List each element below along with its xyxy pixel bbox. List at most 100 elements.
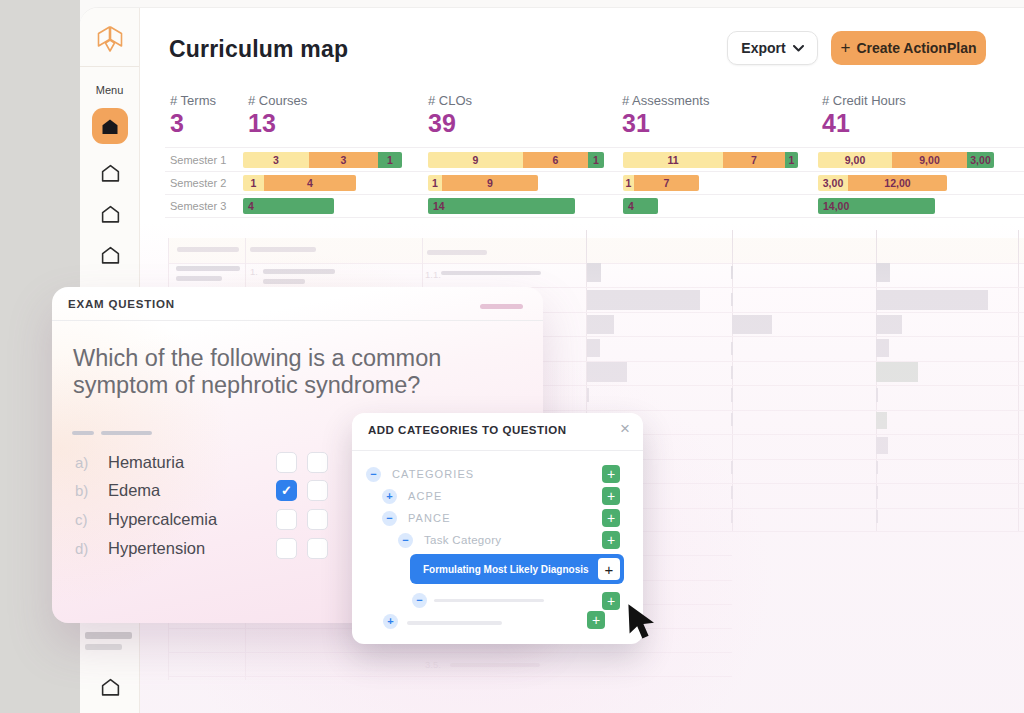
bar-segment: 3,00 bbox=[967, 152, 994, 168]
sidebar-item-2[interactable] bbox=[99, 162, 121, 183]
semester-row-label: Semester 2 bbox=[170, 177, 226, 189]
add-category-button[interactable]: + bbox=[602, 487, 620, 505]
option-text: Hematuria bbox=[108, 453, 184, 472]
stat-label: # Assessments bbox=[622, 93, 709, 108]
placeholder-bar bbox=[407, 621, 502, 625]
stat-courses: # Courses13 bbox=[248, 93, 307, 138]
table-placeholder bbox=[587, 290, 700, 310]
close-icon[interactable]: × bbox=[620, 419, 630, 439]
option-text: Hypertension bbox=[108, 539, 205, 558]
option-checkbox-2[interactable] bbox=[307, 452, 328, 473]
add-category-button[interactable]: + bbox=[587, 611, 605, 629]
sidebar-item-4[interactable] bbox=[99, 244, 121, 265]
expand-icon[interactable]: + bbox=[383, 614, 398, 629]
add-category-button[interactable]: + bbox=[602, 592, 620, 610]
page-title: Curriculum map bbox=[169, 36, 348, 63]
bar-segment: 1 bbox=[428, 175, 442, 191]
bar-group: 19 bbox=[428, 175, 538, 191]
row-divider bbox=[165, 171, 1024, 172]
menu-label: Menu bbox=[80, 84, 139, 96]
export-label: Export bbox=[741, 40, 785, 56]
bar-group: 17 bbox=[623, 175, 699, 191]
table-placeholder bbox=[876, 388, 878, 402]
option-checkbox-2[interactable] bbox=[307, 480, 328, 501]
sidebar-item-3[interactable] bbox=[99, 203, 121, 224]
create-actionplan-button[interactable]: + Create ActionPlan bbox=[831, 31, 986, 65]
add-category-button[interactable]: + bbox=[602, 465, 620, 483]
table-row-number: 3.5. bbox=[425, 659, 441, 670]
bar-segment: 4 bbox=[264, 175, 356, 191]
table-placeholder bbox=[177, 247, 239, 252]
option-text: Edema bbox=[108, 481, 160, 500]
export-button[interactable]: Export bbox=[727, 31, 818, 65]
bar-segment: 9,00 bbox=[892, 152, 967, 168]
stat-label: # Courses bbox=[248, 93, 307, 108]
option-checkbox-1[interactable] bbox=[276, 538, 297, 559]
tree-node-label[interactable]: PANCE bbox=[408, 512, 451, 524]
table-placeholder bbox=[876, 437, 888, 454]
table-placeholder bbox=[731, 342, 733, 355]
app-logo-icon bbox=[96, 24, 124, 58]
row-divider bbox=[165, 217, 1024, 218]
bar-segment: 1 bbox=[588, 152, 604, 168]
collapse-icon[interactable]: − bbox=[412, 593, 427, 608]
table-placeholder bbox=[876, 510, 878, 523]
collapse-icon[interactable]: − bbox=[382, 511, 397, 526]
tree-node-label[interactable]: ACPE bbox=[408, 490, 442, 502]
selected-category-button[interactable]: Formulating Most Likely Diagnosis + bbox=[410, 554, 624, 584]
bar-segment: 7 bbox=[634, 175, 699, 191]
add-category-button[interactable]: + bbox=[602, 531, 620, 549]
bar-segment: 1 bbox=[378, 152, 402, 168]
option-checkbox-2[interactable] bbox=[307, 538, 328, 559]
option-checkbox-1[interactable]: ✓ bbox=[276, 480, 297, 501]
tree-node-label[interactable]: CATEGORIES bbox=[392, 468, 474, 480]
table-placeholder bbox=[876, 263, 890, 282]
option-checkbox-1[interactable] bbox=[276, 509, 297, 530]
mouse-cursor bbox=[626, 603, 663, 647]
home-icon bbox=[100, 204, 121, 224]
bar-segment: 7 bbox=[723, 152, 785, 168]
table-row-number: 1. bbox=[250, 266, 258, 277]
option-letter: a) bbox=[75, 454, 88, 471]
row-divider bbox=[165, 194, 1024, 195]
add-icon[interactable]: + bbox=[598, 558, 620, 580]
stat-clos: # CLOs39 bbox=[428, 93, 472, 138]
table-placeholder bbox=[731, 510, 733, 523]
collapse-icon[interactable]: − bbox=[366, 467, 381, 482]
bar-segment: 4 bbox=[243, 198, 334, 214]
table-placeholder bbox=[427, 250, 487, 255]
table-placeholder bbox=[250, 247, 316, 252]
collapse-icon[interactable]: − bbox=[398, 533, 413, 548]
table-placeholder bbox=[263, 269, 335, 274]
table-placeholder bbox=[876, 315, 902, 334]
sidebar-item-bottom[interactable] bbox=[99, 676, 121, 697]
create-actionplan-label: Create ActionPlan bbox=[856, 40, 976, 56]
bar-segment: 1 bbox=[243, 175, 264, 191]
table-placeholder bbox=[731, 266, 733, 279]
option-text: Hypercalcemia bbox=[108, 510, 217, 529]
bar-group: 331 bbox=[243, 152, 402, 168]
bar-group: 3,0012,00 bbox=[818, 175, 947, 191]
semester-row-label: Semester 1 bbox=[170, 154, 226, 166]
add-category-button[interactable]: + bbox=[602, 509, 620, 527]
table-placeholder bbox=[731, 461, 733, 474]
sidebar-divider bbox=[80, 66, 139, 67]
bar-group: 1171 bbox=[623, 152, 798, 168]
stat-value: 31 bbox=[622, 109, 709, 138]
bar-segment: 4 bbox=[623, 198, 658, 214]
sidebar-item-home-active[interactable] bbox=[92, 108, 128, 144]
option-checkbox-2[interactable] bbox=[307, 509, 328, 530]
option-checkbox-1[interactable] bbox=[276, 452, 297, 473]
sidebar-placeholder-bar bbox=[85, 632, 132, 639]
bar-segment: 12,00 bbox=[848, 175, 947, 191]
table-placeholder bbox=[587, 362, 627, 382]
table-placeholder bbox=[587, 315, 614, 334]
home-icon bbox=[100, 245, 121, 265]
add-categories-title: ADD CATEGORIES TO QUESTION bbox=[368, 424, 567, 436]
expand-icon[interactable]: + bbox=[382, 489, 397, 504]
table-placeholder bbox=[176, 276, 222, 281]
plus-icon: + bbox=[840, 38, 850, 58]
tree-node-label[interactable]: Task Category bbox=[424, 534, 501, 546]
sidebar-placeholder-bar bbox=[85, 644, 122, 650]
stat-value: 39 bbox=[428, 109, 472, 138]
